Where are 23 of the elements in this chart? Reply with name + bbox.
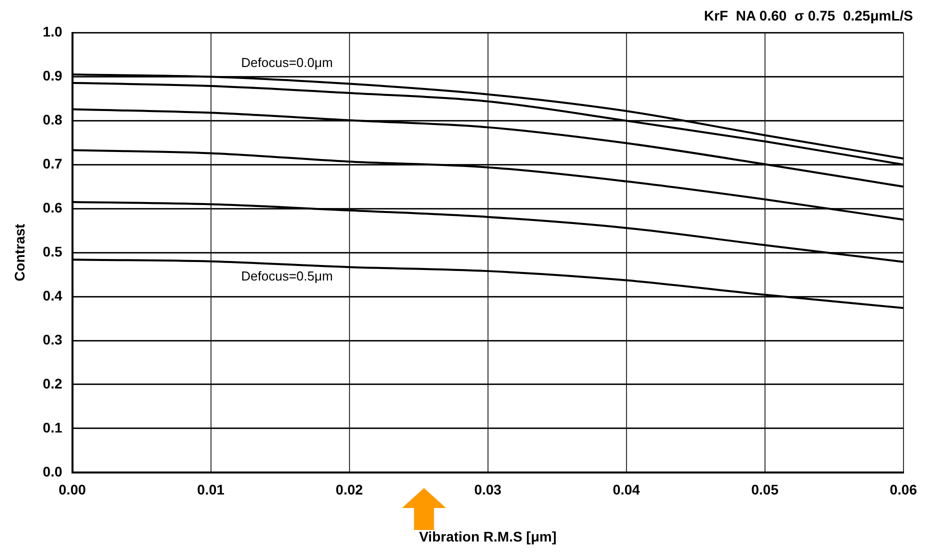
x-tick-label: 0.00 [58,482,86,498]
x-tick-label: 0.02 [336,482,364,498]
y-tick-label: 0.1 [42,419,62,436]
x-tick-label: 0.01 [197,482,225,498]
y-tick-label: 0.4 [42,287,62,304]
y-tick-label: 0.8 [42,112,62,128]
y-tick-label: 0.7 [42,156,62,172]
x-tick-label: 0.05 [751,482,779,498]
annotation: Defocus=0.5μm [241,268,333,284]
y-tick-label: 0.2 [42,375,62,392]
y-tick-label: 0.3 [42,331,62,348]
y-axis-title: Contrast [11,223,28,282]
y-tick-label: 0.6 [42,200,62,216]
y-tick-label: 0.5 [42,243,62,260]
x-axis-title: Vibration R.M.S [μm] [419,528,557,544]
annotation: Defocus=0.0μm [241,55,333,70]
y-tick-label: 0.0 [42,463,62,480]
y-tick-label: 1.0 [42,24,62,40]
y-tick-label: 0.9 [42,68,62,84]
chart-title: KrF NA 0.60 σ 0.75 0.25μmL/S [704,7,913,24]
x-tick-label: 0.04 [612,482,640,498]
x-tick-label: 0.06 [890,482,918,498]
x-tick-label: 0.03 [474,482,502,498]
